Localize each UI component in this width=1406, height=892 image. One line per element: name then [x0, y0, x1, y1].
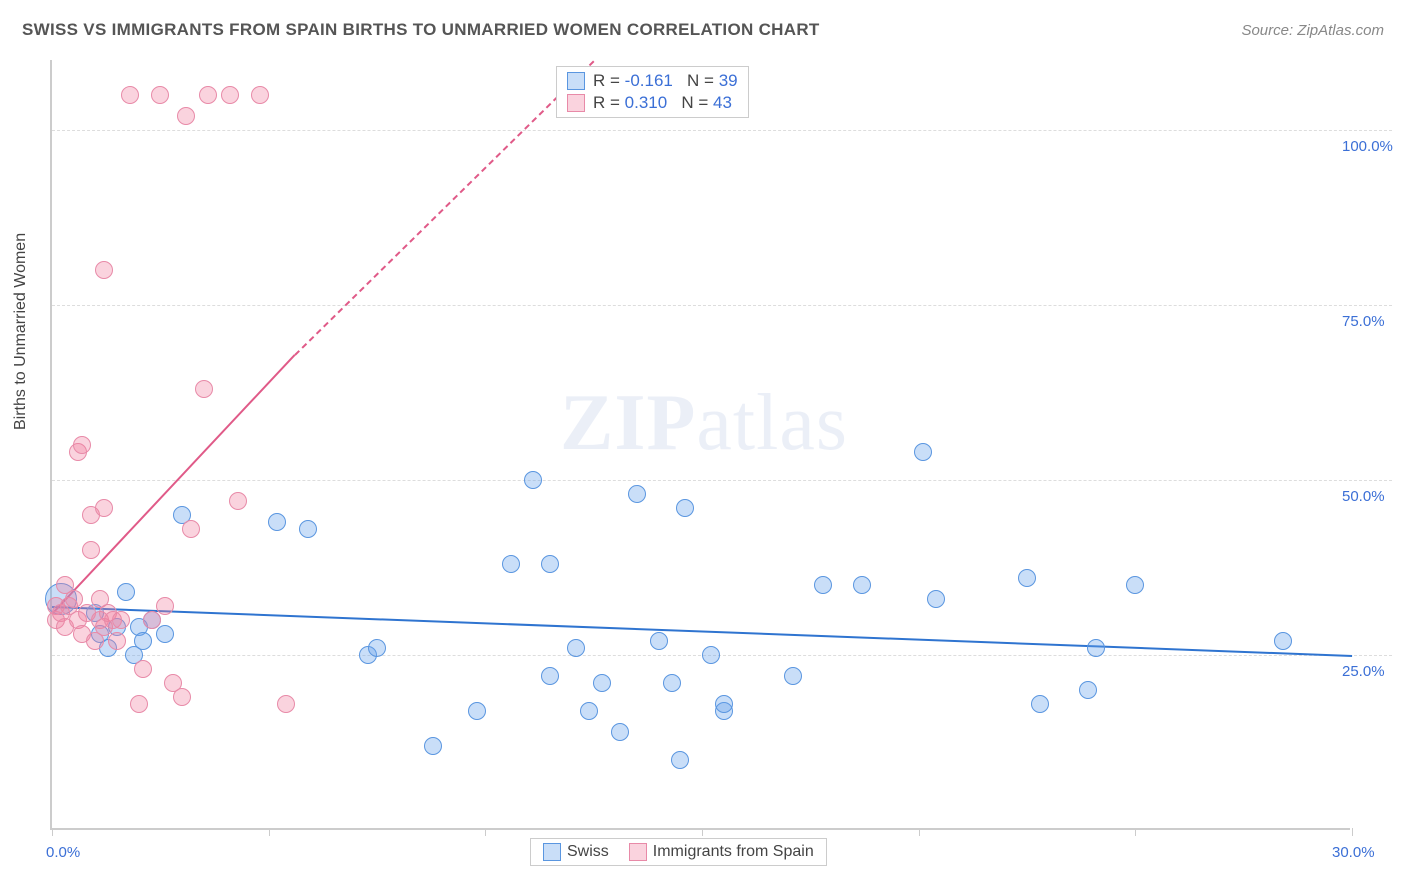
regression-line: [294, 60, 594, 355]
data-point: [784, 667, 802, 685]
data-point: [914, 443, 932, 461]
data-point: [221, 86, 239, 104]
x-tick: [702, 828, 703, 836]
data-point: [73, 436, 91, 454]
data-point: [1079, 681, 1097, 699]
data-point: [671, 751, 689, 769]
legend-swatch: [543, 843, 561, 861]
stats-row: R = 0.310 N = 43: [567, 93, 738, 113]
data-point: [927, 590, 945, 608]
stats-row: R = -0.161 N = 39: [567, 71, 738, 91]
data-point: [1126, 576, 1144, 594]
y-axis-title: Births to Unmarried Women: [12, 233, 30, 430]
data-point: [1274, 632, 1292, 650]
stats-text: R = 0.310 N = 43: [593, 93, 732, 113]
data-point: [580, 702, 598, 720]
x-tick-label: 0.0%: [46, 844, 80, 861]
x-tick: [919, 828, 920, 836]
regression-line: [51, 354, 295, 614]
data-point: [251, 86, 269, 104]
data-point: [182, 520, 200, 538]
data-point: [628, 485, 646, 503]
data-point: [143, 611, 161, 629]
data-point: [424, 737, 442, 755]
legend-item: Swiss: [543, 843, 609, 861]
stats-swatch: [567, 72, 585, 90]
data-point: [368, 639, 386, 657]
data-point: [502, 555, 520, 573]
stats-swatch: [567, 94, 585, 112]
chart-title: SWISS VS IMMIGRANTS FROM SPAIN BIRTHS TO…: [22, 20, 820, 40]
stats-box: R = -0.161 N = 39R = 0.310 N = 43: [556, 66, 749, 118]
x-tick-label: 30.0%: [1332, 844, 1375, 861]
data-point: [468, 702, 486, 720]
data-point: [663, 674, 681, 692]
y-tick-label: 50.0%: [1342, 488, 1385, 505]
data-point: [199, 86, 217, 104]
data-point: [268, 513, 286, 531]
data-point: [593, 674, 611, 692]
gridline: [52, 305, 1392, 306]
data-point: [541, 667, 559, 685]
data-point: [814, 576, 832, 594]
data-point: [611, 723, 629, 741]
data-point: [676, 499, 694, 517]
data-point: [195, 380, 213, 398]
gridline: [52, 655, 1392, 656]
legend-label: Immigrants from Spain: [653, 843, 814, 861]
data-point: [156, 597, 174, 615]
data-point: [715, 695, 733, 713]
data-point: [567, 639, 585, 657]
x-tick: [1135, 828, 1136, 836]
data-point: [112, 611, 130, 629]
gridline: [52, 480, 1392, 481]
data-point: [173, 688, 191, 706]
data-point: [82, 541, 100, 559]
data-point: [1031, 695, 1049, 713]
data-point: [524, 471, 542, 489]
data-point: [541, 555, 559, 573]
y-tick-label: 100.0%: [1342, 138, 1393, 155]
x-tick: [485, 828, 486, 836]
data-point: [229, 492, 247, 510]
data-point: [650, 632, 668, 650]
data-point: [853, 576, 871, 594]
x-tick: [269, 828, 270, 836]
stats-text: R = -0.161 N = 39: [593, 71, 738, 91]
source-label: Source: ZipAtlas.com: [1241, 22, 1384, 39]
y-tick-label: 75.0%: [1342, 313, 1385, 330]
data-point: [277, 695, 295, 713]
gridline: [52, 130, 1392, 131]
x-tick: [52, 828, 53, 836]
data-point: [156, 625, 174, 643]
data-point: [108, 632, 126, 650]
data-point: [130, 695, 148, 713]
data-point: [299, 520, 317, 538]
data-point: [177, 107, 195, 125]
data-point: [121, 86, 139, 104]
data-point: [1087, 639, 1105, 657]
legend-swatch: [629, 843, 647, 861]
y-tick-label: 25.0%: [1342, 663, 1385, 680]
data-point: [1018, 569, 1036, 587]
data-point: [117, 583, 135, 601]
data-point: [95, 261, 113, 279]
data-point: [702, 646, 720, 664]
data-point: [95, 499, 113, 517]
legend: Swiss Immigrants from Spain: [530, 838, 827, 866]
data-point: [134, 660, 152, 678]
x-tick: [1352, 828, 1353, 836]
data-point: [134, 632, 152, 650]
legend-label: Swiss: [567, 843, 609, 861]
legend-item: Immigrants from Spain: [629, 843, 814, 861]
data-point: [151, 86, 169, 104]
scatter-plot: 25.0%50.0%75.0%100.0%0.0%30.0%: [50, 60, 1350, 830]
